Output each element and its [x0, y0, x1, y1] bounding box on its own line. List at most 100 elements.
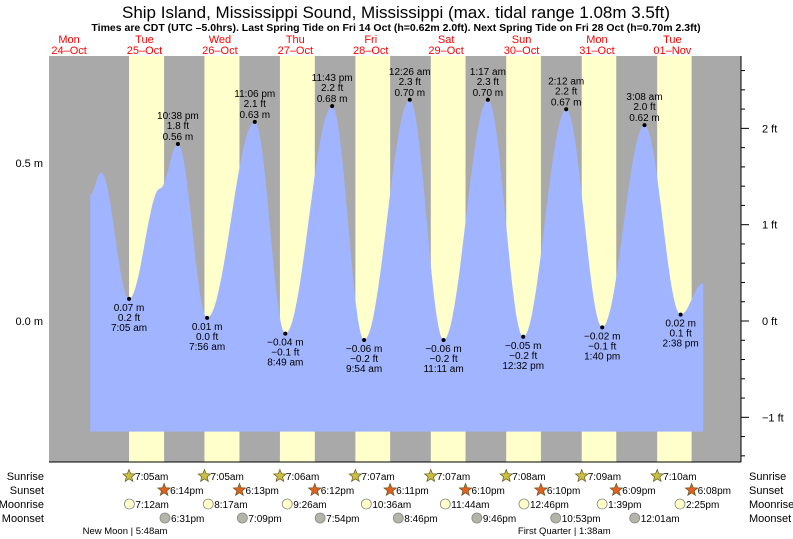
day-date-label: 30–Oct: [504, 45, 539, 57]
day-name-label: Mon: [586, 34, 607, 46]
moonrise-time: 1:39pm: [608, 500, 641, 511]
day-name-label: Thu: [286, 34, 305, 46]
moonset-icon: [471, 512, 483, 524]
sunset-icon: [157, 482, 172, 497]
low-tide-ft: −0.1 ft: [588, 341, 616, 352]
right-axis-tick-label: 2 ft: [762, 123, 777, 135]
low-tide-ft: 0.0 ft: [196, 332, 218, 343]
moonrise-time: 9:26am: [293, 500, 326, 511]
sunset-time: 6:10pm: [547, 486, 580, 497]
high-tide-ft: 2.2 ft: [555, 86, 577, 97]
moonrise-icon: [596, 498, 608, 510]
low-tide-ft: 0.1 ft: [669, 329, 691, 340]
high-tide-m: 0.70 m: [473, 88, 504, 99]
low-tide-m: −0.02 m: [584, 331, 620, 342]
low-tide-m: −0.06 m: [346, 344, 382, 355]
sunrise-time: 7:05am: [135, 472, 168, 483]
low-tide-m: 0.02 m: [665, 319, 696, 330]
tide-curve-area: [90, 99, 704, 432]
moonrise-time: 12:46pm: [530, 500, 569, 511]
sunrise-time: 7:06am: [286, 472, 319, 483]
sunset-row-label-right: Sunset: [749, 485, 783, 497]
moonrise-icon: [202, 498, 214, 510]
moonset-icon: [314, 512, 326, 524]
low-tide-m: −0.04 m: [267, 338, 303, 349]
tide-low-point: [600, 325, 605, 330]
sunset-time: 6:14pm: [170, 486, 203, 497]
low-tide-ft: −0.1 ft: [271, 348, 299, 359]
low-tide-ft: 0.2 ft: [118, 313, 140, 324]
sunrise-time: 7:10am: [663, 472, 696, 483]
chart-subtitle: Times are CDT (UTC –5.0hrs). Last Spring…: [91, 22, 700, 34]
moonrise-icon: [281, 498, 293, 510]
sunset-time: 6:12pm: [321, 486, 354, 497]
tide-high-point: [407, 97, 412, 102]
moonrise-time: 2:25pm: [686, 500, 719, 511]
day-date-label: 28–Oct: [353, 45, 388, 57]
low-tide-time: 7:56 am: [189, 342, 225, 353]
sunrise-time: 7:07am: [361, 472, 394, 483]
high-tide-ft: 2.2 ft: [321, 83, 343, 94]
sunset-row-label-left: Sunset: [10, 485, 44, 497]
high-tide-time: 3:08 am: [626, 92, 662, 103]
moonset-time: 10:53pm: [562, 514, 601, 525]
day-name-label: Wed: [209, 34, 231, 46]
moonrise-row-label-left: Moonrise: [0, 499, 44, 511]
sunset-icon: [383, 482, 398, 497]
day-name-label: Sat: [438, 34, 455, 46]
day-name-label: Mon: [58, 34, 79, 46]
day-date-label: 26–Oct: [202, 45, 237, 57]
tide-high-point: [175, 142, 180, 147]
tide-low-point: [362, 337, 367, 342]
moonrise-icon: [674, 498, 686, 510]
tide-low-point: [283, 331, 288, 336]
moonset-icon: [629, 512, 641, 524]
moon-phase-label: First Quarter | 1:38am: [518, 526, 611, 537]
right-axis-tick-label: 0 ft: [762, 316, 777, 328]
sunset-icon: [533, 482, 548, 497]
left-axis-tick-label: 0.5 m: [15, 158, 43, 170]
day-date-label: 31–Oct: [579, 45, 614, 57]
high-tide-m: 0.56 m: [163, 132, 194, 143]
sunrise-icon: [272, 468, 287, 483]
sunrise-time: 7:08am: [512, 472, 545, 483]
tide-low-point: [127, 296, 132, 301]
moonrise-icon: [518, 498, 530, 510]
sunset-time: 6:08pm: [698, 486, 731, 497]
low-tide-m: 0.01 m: [192, 322, 223, 333]
high-tide-time: 2:12 am: [548, 76, 584, 87]
tide-high-point: [642, 123, 647, 128]
tide-high-point: [252, 119, 257, 124]
sunset-icon: [307, 482, 322, 497]
sunset-icon: [609, 482, 624, 497]
sunrise-icon: [650, 468, 665, 483]
moonrise-icon: [439, 498, 451, 510]
sunrise-time: 7:07am: [437, 472, 470, 483]
sunset-time: 6:13pm: [245, 486, 278, 497]
low-tide-m: −0.05 m: [505, 341, 541, 352]
low-tide-time: 11:11 am: [423, 364, 463, 375]
day-name-label: Tue: [135, 34, 154, 46]
moonrise-time: 7:12am: [135, 500, 168, 511]
high-tide-m: 0.67 m: [551, 97, 582, 108]
sunrise-icon: [122, 468, 137, 483]
sunset-icon: [458, 482, 473, 497]
moon-phase-label: New Moon | 5:48am: [83, 526, 168, 537]
tide-low-point: [205, 315, 210, 320]
moonset-time: 9:46pm: [483, 514, 516, 525]
low-tide-ft: −0.2 ft: [350, 354, 378, 365]
tide-high-point: [485, 97, 490, 102]
day-date-label: 01–Nov: [653, 45, 691, 57]
moonset-icon: [550, 512, 562, 524]
sunrise-icon: [574, 468, 589, 483]
sunrise-row-label-right: Sunrise: [749, 471, 786, 483]
chart-title: Ship Island, Mississippi Sound, Mississi…: [122, 3, 670, 22]
high-tide-m: 0.68 m: [317, 94, 348, 105]
high-tide-ft: 2.1 ft: [244, 99, 266, 110]
high-tide-m: 0.63 m: [239, 110, 270, 121]
moonset-time: 8:46pm: [404, 514, 437, 525]
moonset-time: 7:54pm: [326, 514, 359, 525]
moonrise-icon: [360, 498, 372, 510]
sunset-time: 6:09pm: [622, 486, 655, 497]
